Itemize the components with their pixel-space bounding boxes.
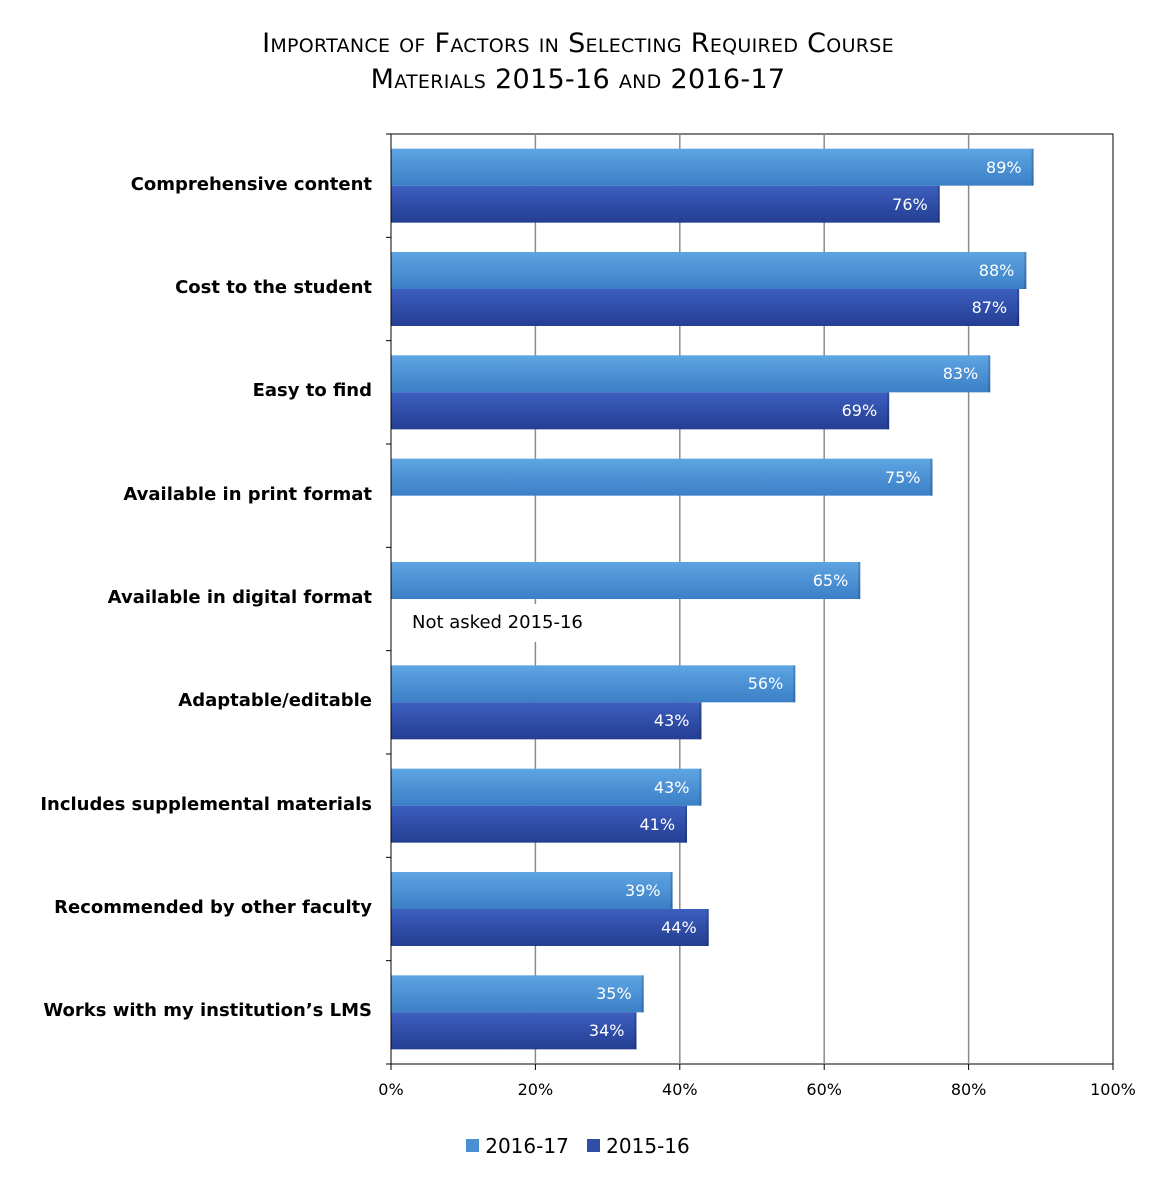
x-tick-label: 40% [662, 1080, 698, 1099]
bar-edge [641, 975, 644, 1013]
x-tick-label: 80% [950, 1080, 987, 1099]
x-tick-label: 20% [517, 1080, 554, 1099]
bar-edge [634, 1012, 637, 1050]
bar-value-label: 41% [639, 814, 676, 834]
bar-value-label: 76% [892, 194, 928, 214]
category-label: Includes supplemental materials [40, 793, 372, 815]
bar-edge [670, 872, 673, 909]
legend: 2016-17 2015-16 [0, 1133, 1156, 1158]
bar-value-label: 83% [942, 364, 979, 384]
bar-edge [930, 458, 933, 496]
bar-value-label: 56% [747, 674, 784, 694]
category-label: Comprehensive content [130, 173, 372, 195]
bar-value-label: 35% [596, 984, 632, 1004]
legend-label-2015-16: 2015-16 [606, 1133, 690, 1158]
bar-2015-16 [391, 909, 709, 946]
bar-value-label: 44% [661, 918, 697, 937]
legend-item-2016-17: 2016-17 [466, 1134, 569, 1158]
bar-value-label: 65% [812, 571, 849, 590]
chart-title-line1: Importance of Factors in Selecting Requi… [262, 28, 894, 59]
bar-2015-16 [391, 702, 702, 740]
bar-value-label: 69% [841, 401, 878, 421]
bar-2016-17 [391, 768, 702, 806]
bar-value-label: 87% [971, 298, 1008, 317]
category-label: Cost to the student [175, 277, 372, 298]
bar-2016-17 [391, 665, 796, 703]
bar-edge [1031, 148, 1034, 186]
category-label: Easy to find [252, 380, 372, 402]
bar-edge [937, 185, 940, 223]
x-tick-label: 0% [378, 1080, 404, 1099]
bar-value-label: 43% [653, 777, 690, 797]
bar-edge [858, 562, 861, 599]
bar-value-label: 75% [884, 467, 921, 487]
bar-2016-17 [391, 355, 991, 393]
category-label: Available in print format [123, 483, 372, 505]
bar-value-label: 88% [978, 261, 1015, 280]
bar-edge [699, 768, 702, 806]
bar-edge [699, 702, 702, 740]
legend-label-2016-17: 2016-17 [485, 1133, 569, 1158]
bar-2016-17 [391, 148, 1034, 186]
legend-swatch-2015-16 [587, 1139, 601, 1152]
bar-2016-17 [391, 975, 644, 1013]
x-tick-label: 100% [1090, 1080, 1136, 1099]
bar-edge [887, 392, 890, 430]
bar-2015-16 [391, 185, 940, 223]
bar-value-label: 34% [588, 1021, 625, 1041]
category-label: Works with my institution’s LMS [43, 1000, 372, 1022]
bar-value-label: 39% [625, 881, 661, 900]
chart-title: Importance of Factors in Selecting Requi… [0, 26, 1156, 98]
legend-item-2015-16: 2015-16 [587, 1134, 690, 1158]
bar-2015-16 [391, 289, 1020, 326]
bar-2015-16 [391, 805, 688, 843]
bar-2016-17 [391, 252, 1027, 289]
bar-value-label: 89% [986, 157, 1022, 177]
bar-edge [988, 355, 991, 393]
bar-2016-17 [391, 458, 933, 496]
bar-edge [685, 805, 688, 843]
category-label: Adaptable/editable [178, 690, 372, 712]
x-tick-label: 60% [806, 1080, 842, 1099]
chart-title-line2: Materials 2015-16 and 2016-17 [370, 64, 786, 95]
category-label: Recommended by other faculty [54, 897, 372, 918]
bar-2016-17 [391, 562, 861, 599]
bar-2015-16 [391, 1012, 637, 1050]
bar-2016-17 [391, 872, 673, 909]
category-label: Available in digital format [107, 587, 372, 608]
bar-value-label: 43% [653, 711, 690, 731]
bar-edge [706, 909, 709, 946]
bar-edge [1017, 289, 1020, 326]
legend-swatch-2016-17 [466, 1139, 480, 1152]
not-asked-annotation: Not asked 2015-16 [396, 604, 628, 642]
bar-2015-16 [391, 392, 890, 430]
bar-edge [1024, 252, 1027, 289]
bar-edge [793, 665, 796, 703]
